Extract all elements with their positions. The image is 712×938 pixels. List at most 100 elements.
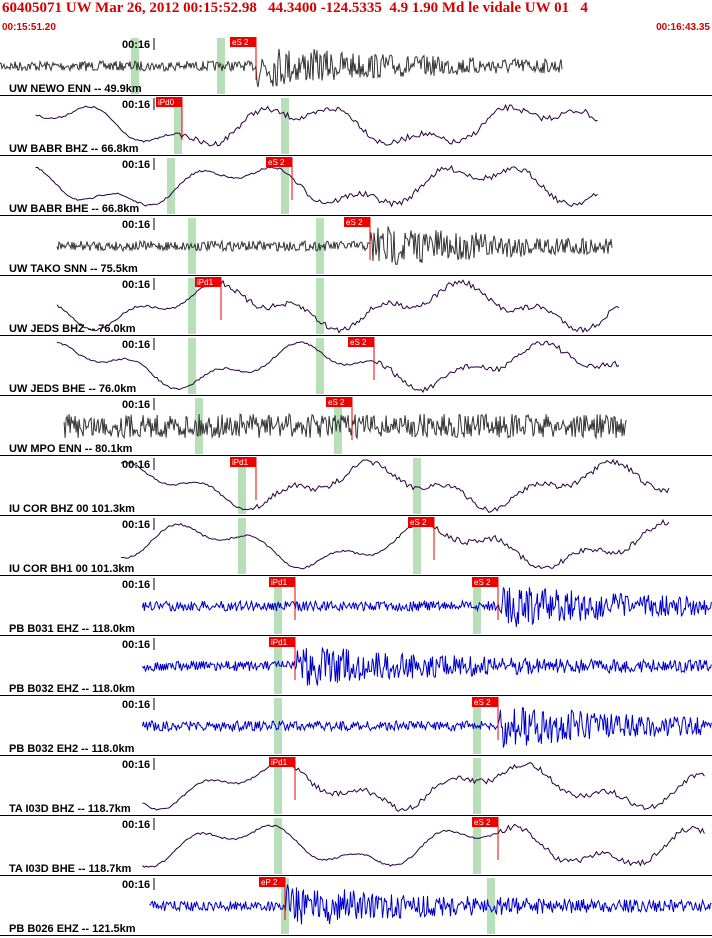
station-label: UW BABR BHZ -- 66.8km: [9, 143, 139, 155]
pick-flag[interactable]: [472, 817, 498, 827]
waveform: [149, 884, 712, 925]
waveform: [120, 518, 670, 570]
station-label: UW BABR BHE -- 66.8km: [9, 203, 139, 215]
station-label: UW MPO ENN -- 80.1km: [9, 443, 133, 455]
station-label: UW TAKO SNN -- 75.5km: [9, 263, 138, 275]
pick-flag[interactable]: [326, 397, 352, 407]
trace-row[interactable]: 00:16 eS 2 UW MPO ENN -- 80.1km: [0, 397, 712, 456]
pick-window: [274, 758, 282, 814]
station-label: TA I03D BHZ -- 118.7km: [9, 803, 131, 815]
pick-window: [274, 818, 282, 874]
pick-window: [131, 38, 139, 94]
pick-label: eS 2: [410, 518, 427, 527]
trace-row[interactable]: 00:16 eS 2 UW BABR BHE -- 66.8km: [0, 157, 712, 216]
waveform: [142, 823, 705, 868]
pick-label: eS 2: [346, 218, 363, 227]
window-start-time: 00:15:51.20: [2, 22, 56, 33]
time-tick: 00:16: [122, 459, 150, 471]
pick-window: [188, 338, 196, 394]
time-tick: 00:16: [122, 639, 150, 651]
trace-row[interactable]: 00:16 eS 2 TA I03D BHE -- 118.7km: [0, 817, 712, 876]
pick-window: [167, 158, 175, 214]
pick-window: [238, 458, 246, 514]
time-tick: 00:16: [122, 159, 150, 171]
pick-window: [274, 698, 282, 754]
pick-label: eS 2: [232, 38, 249, 47]
pick-window: [274, 638, 282, 694]
waveform: [56, 340, 620, 393]
pick-window: [174, 98, 182, 154]
pick-flag[interactable]: [230, 37, 256, 47]
waveform: [142, 761, 705, 812]
station-label: PB B032 EH2 -- 118.0km: [9, 743, 135, 755]
pick-window: [316, 338, 324, 394]
time-tick: 00:16: [122, 879, 150, 891]
seismogram-panel[interactable]: 00:16 eS 2 UW NEWO ENN -- 49.9km 00:16 iPd0 U…: [0, 36, 712, 938]
time-tick: 00:16: [122, 819, 150, 831]
pick-flag[interactable]: [348, 337, 374, 347]
trace-row[interactable]: 00:16 iPd1 eS 2 PB B031 EHZ -- 118.0km: [0, 577, 712, 636]
trace-row[interactable]: 00:16 eS 2 UW TAKO SNN -- 75.5km: [0, 217, 712, 276]
waveform: [63, 412, 627, 440]
trace-row[interactable]: 00:16 iPd0 UW BABR BHZ -- 66.8km: [0, 97, 712, 156]
pick-flag[interactable]: [408, 517, 434, 527]
pick-label: iPd1: [232, 458, 249, 467]
station-label: PB B026 EHZ -- 121.5km: [9, 923, 136, 935]
time-tick: 00:16: [122, 279, 150, 291]
pick-label: iPd1: [271, 638, 288, 647]
pick-flag[interactable]: [344, 217, 370, 227]
pick-flag[interactable]: [156, 97, 182, 107]
pick-flag[interactable]: [472, 697, 498, 707]
trace-row[interactable]: 00:16 iPd1 TA I03D BHZ -- 118.7km: [0, 757, 712, 816]
trace-row[interactable]: 00:16 iPd1 PB B032 EHZ -- 118.0km: [0, 637, 712, 696]
waveform: [141, 707, 712, 748]
waveform: [141, 587, 712, 627]
pick-label: eS 2: [328, 398, 345, 407]
waveform: [35, 103, 598, 147]
station-label: PB B031 EHZ -- 118.0km: [9, 623, 135, 635]
trace-row[interactable]: 00:16 iPd1 IU COR BHZ 00 101.3km: [0, 457, 712, 516]
pick-window: [413, 458, 421, 514]
time-tick: 00:16: [122, 519, 150, 531]
time-tick: 00:16: [122, 399, 150, 411]
trace-row[interactable]: 00:16 eS 2 UW JEDS BHE -- 76.0km: [0, 337, 712, 396]
trace-row[interactable]: 00:16 eS 2 PB B032 EH2 -- 118.0km: [0, 697, 712, 756]
waveform: [56, 279, 620, 334]
trace-row[interactable]: 00:16 eP 2 PB B026 EHZ -- 121.5km: [0, 877, 712, 936]
pick-flag[interactable]: [269, 637, 295, 647]
pick-label: eP 2: [261, 878, 278, 887]
pick-label: iPd1: [271, 578, 288, 587]
time-tick: 00:16: [122, 579, 150, 591]
pick-flag[interactable]: [230, 457, 256, 467]
pick-label: iPd0: [158, 98, 175, 107]
station-label: UW JEDS BHZ -- 76.0km: [9, 323, 136, 335]
station-label: UW JEDS BHE -- 76.0km: [9, 383, 136, 395]
waveform: [56, 226, 613, 265]
pick-window: [316, 218, 324, 274]
pick-window: [188, 278, 196, 334]
event-title: 60405071 UW Mar 26, 2012 00:15:52.98 44.…: [2, 0, 588, 16]
station-label: UW NEWO ENN -- 49.9km: [9, 83, 142, 95]
pick-window: [238, 518, 246, 574]
trace-row[interactable]: 00:16 eS 2 IU COR BH1 00 101.3km: [0, 517, 712, 576]
trace-row[interactable]: 00:16 eS 2 UW NEWO ENN -- 49.9km: [0, 37, 712, 96]
pick-flag[interactable]: [472, 577, 498, 587]
time-tick: 00:16: [122, 759, 150, 771]
trace-row[interactable]: 00:16 iPd1 UW JEDS BHZ -- 76.0km: [0, 277, 712, 336]
station-label: TA I03D BHE -- 118.7km: [9, 863, 131, 875]
pick-window: [281, 158, 289, 214]
pick-window: [487, 878, 495, 934]
pick-label: eS 2: [268, 158, 285, 167]
pick-flag[interactable]: [259, 877, 285, 887]
pick-label: eS 2: [474, 698, 491, 707]
pick-flag[interactable]: [195, 277, 221, 287]
pick-flag[interactable]: [266, 157, 292, 167]
time-tick: 00:16: [122, 699, 150, 711]
pick-flag[interactable]: [269, 577, 295, 587]
station-label: IU COR BH1 00 101.3km: [9, 563, 135, 575]
pick-flag[interactable]: [269, 757, 295, 767]
plot-header: 60405071 UW Mar 26, 2012 00:15:52.98 44.…: [0, 0, 712, 36]
pick-window: [413, 518, 421, 574]
waveform: [120, 458, 670, 514]
window-end-time: 00:16:43.35: [656, 22, 710, 33]
